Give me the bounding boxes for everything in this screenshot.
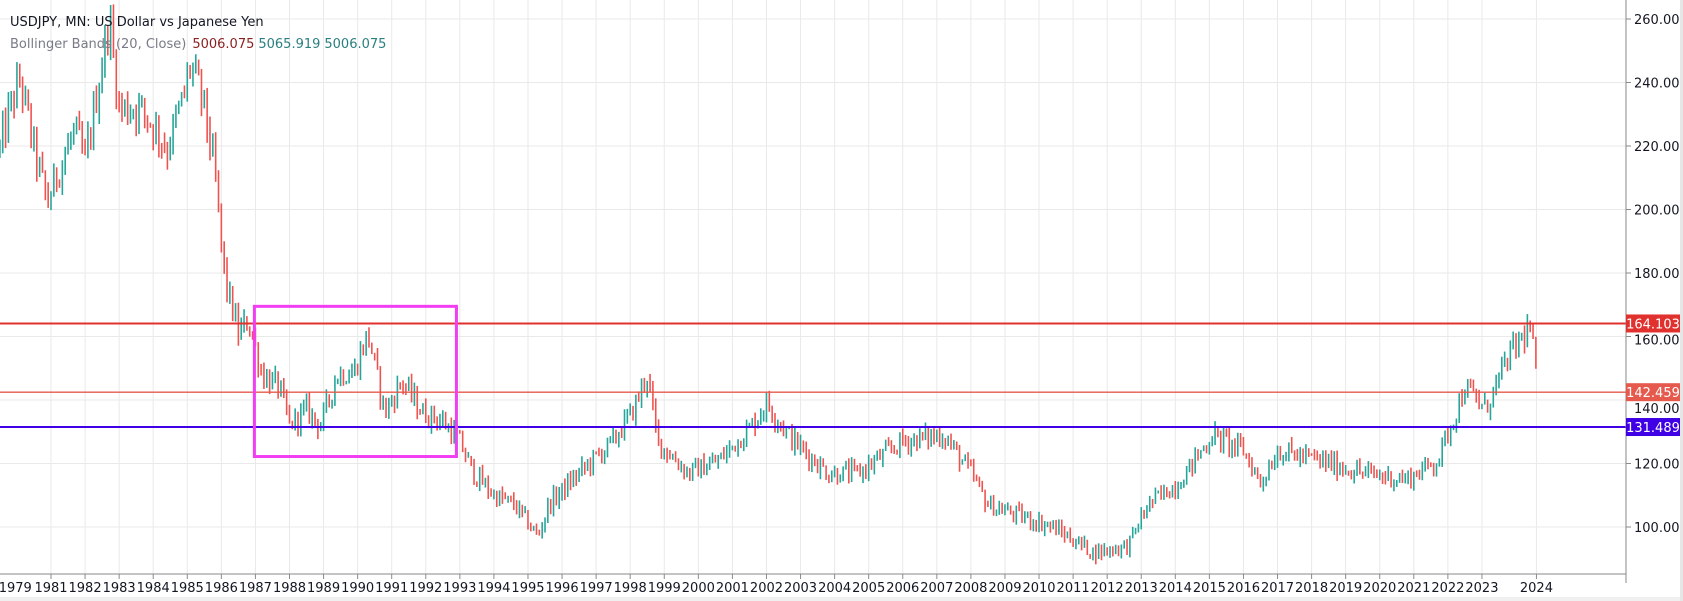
time-tick-label: 1985: [171, 581, 204, 596]
price-tick-label: 160.000: [1634, 333, 1683, 348]
price-tick-label: 200.000: [1634, 204, 1683, 219]
time-tick-label: 2022: [1431, 581, 1464, 596]
indicator-value-upper: 5065.919: [258, 37, 321, 52]
time-tick-label: 1990: [341, 581, 374, 596]
time-tick-label: 1984: [137, 581, 170, 596]
time-tick-label: 2006: [886, 581, 919, 596]
time-tick-label: 1982: [69, 581, 102, 596]
price-tick-label: 140.000: [1634, 402, 1683, 417]
time-tick-label: 1991: [375, 581, 408, 596]
time-tick-label: 2024: [1520, 581, 1553, 596]
indicator-name: Bollinger Bands (20, Close): [10, 37, 187, 52]
symbol-title: USDJPY, MN: US Dollar vs Japanese Yen: [10, 15, 264, 30]
time-tick-label: 2019: [1329, 581, 1362, 596]
time-tick-label: 1992: [409, 581, 442, 596]
time-tick-label: 1983: [103, 581, 136, 596]
grid: [0, 0, 1626, 574]
indicator-legend[interactable]: Bollinger Bands (20, Close) 5006.075 5065.…: [10, 34, 386, 56]
level-badge-support: [1626, 418, 1680, 437]
time-tick-label: 2001: [716, 581, 749, 596]
time-tick-label: 2008: [954, 581, 987, 596]
right-scrollbar[interactable]: [1680, 0, 1683, 601]
level-price-badges: 164.103 142.459 131.489: [1626, 314, 1680, 437]
time-tick-label: 2004: [818, 581, 851, 596]
time-tick-label: 1993: [443, 581, 476, 596]
time-tick-label: 2021: [1397, 581, 1430, 596]
price-tick-label: 180.000: [1634, 267, 1683, 282]
time-tick-label: 1999: [648, 581, 681, 596]
time-tick-label: 2010: [1022, 581, 1055, 596]
indicator-value-basis: 5006.075: [192, 37, 255, 52]
time-tick-label: 2007: [920, 581, 953, 596]
time-tick-label: 2018: [1295, 581, 1328, 596]
time-tick-label: 2023: [1465, 581, 1498, 596]
price-tick-label: 120.000: [1634, 458, 1683, 473]
price-axis[interactable]: 260.000 240.000 220.000 200.000 180.000 160.0…: [1626, 13, 1683, 536]
time-tick-label: 2012: [1091, 581, 1124, 596]
time-tick-label: 2020: [1363, 581, 1396, 596]
time-tick-label: 1998: [614, 581, 647, 596]
highlight-box[interactable]: [252, 304, 458, 459]
time-axis[interactable]: 1979 1981 1982 1983 1984 1985 1986 1987 1988 1989…: [0, 574, 1553, 596]
time-tick-label: 1987: [239, 581, 272, 596]
time-tick-label: 1995: [511, 581, 544, 596]
price-tick-label: 240.000: [1634, 77, 1683, 92]
time-tick-label: 2015: [1193, 581, 1226, 596]
time-tick-label: 2013: [1125, 581, 1158, 596]
time-tick-label: 2005: [852, 581, 885, 596]
time-tick-label: 2014: [1159, 581, 1192, 596]
bottom-strip: [0, 597, 1683, 601]
time-tick-label: 2002: [750, 581, 783, 596]
time-tick-label: 1988: [273, 581, 306, 596]
price-tick-label: 220.000: [1634, 140, 1683, 155]
time-tick-label: 1996: [546, 581, 579, 596]
level-badge-resistance: [1626, 314, 1680, 333]
chart-legend: USDJPY, MN: US Dollar vs Japanese Yen Bo…: [10, 12, 386, 56]
time-tick-label: 1979: [0, 581, 32, 596]
time-tick-label: 2009: [988, 581, 1021, 596]
level-badge-label: 142.459: [1626, 386, 1680, 401]
time-tick-label: 1986: [205, 581, 238, 596]
time-tick-label: 1989: [307, 581, 340, 596]
horizontal-levels[interactable]: [0, 322, 1626, 429]
price-tick-label: 260.000: [1634, 13, 1683, 28]
indicator-value-lower: 5006.075: [324, 37, 387, 52]
level-badge-mid: [1626, 383, 1680, 402]
ohlc-bars: [0, 4, 1537, 565]
time-tick-label: 2003: [784, 581, 817, 596]
time-tick-label: 2011: [1057, 581, 1090, 596]
level-badge-label: 131.489: [1626, 421, 1680, 436]
level-badge-label: 164.103: [1626, 317, 1680, 332]
time-tick-label: 2016: [1227, 581, 1260, 596]
time-tick-label: 2017: [1261, 581, 1294, 596]
time-tick-label: 2000: [682, 581, 715, 596]
time-tick-label: 1997: [580, 581, 613, 596]
time-tick-label: 1981: [34, 581, 67, 596]
price-tick-label: 100.000: [1634, 521, 1683, 536]
time-tick-label: 1994: [477, 581, 510, 596]
